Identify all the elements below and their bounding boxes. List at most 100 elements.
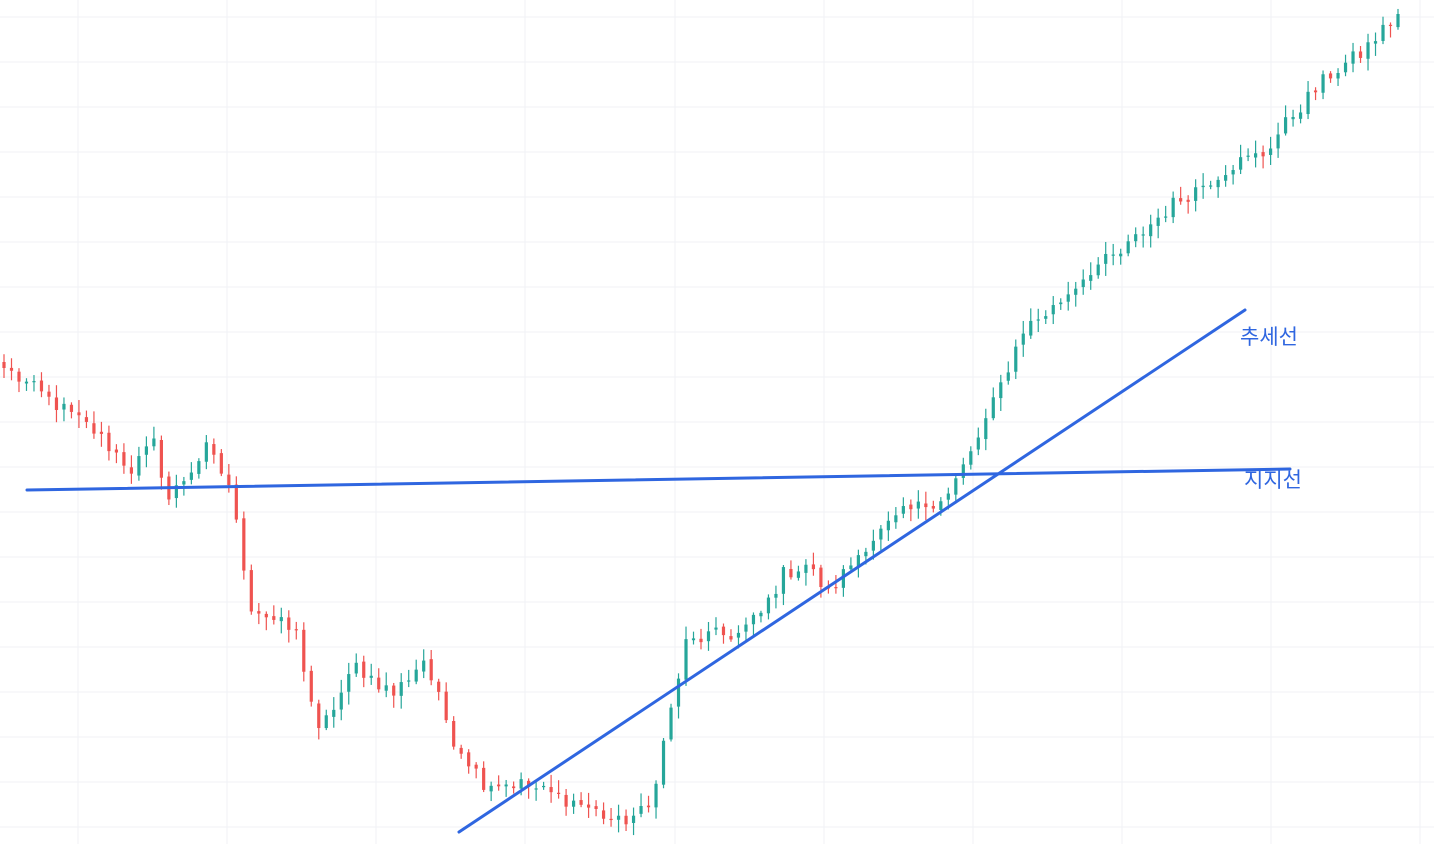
candle [1201, 173, 1205, 199]
candle [557, 780, 561, 799]
candle-body [137, 456, 141, 476]
candle [332, 697, 336, 728]
candle-body [961, 464, 965, 478]
candle-body [939, 501, 943, 510]
candle-body [1149, 224, 1153, 237]
candle [317, 699, 321, 740]
candle-body [1104, 253, 1108, 264]
candle-body [2, 362, 6, 368]
candle-body [909, 504, 913, 510]
candle-body [174, 485, 178, 499]
candle-body [901, 506, 905, 514]
candle [804, 559, 808, 586]
candle-body [819, 567, 823, 588]
candle-body [1298, 112, 1303, 119]
candle-body [609, 818, 613, 821]
candle [834, 575, 838, 594]
candle [781, 564, 786, 606]
candle [744, 617, 748, 642]
candle [279, 607, 283, 634]
candle-body [294, 629, 298, 631]
candle-body [1209, 185, 1213, 187]
candle [586, 792, 591, 818]
candle-body [204, 442, 208, 462]
candle [1216, 176, 1220, 198]
candle [759, 610, 763, 623]
candle [212, 438, 216, 464]
candle [1328, 71, 1333, 83]
candle [17, 368, 21, 393]
candle-body [429, 659, 433, 681]
candle-body [1246, 155, 1250, 157]
candle-body [751, 614, 756, 625]
candle-body [1313, 90, 1318, 93]
candle [1059, 298, 1063, 310]
annotations: 추세선 지지선 [25, 308, 1302, 834]
candle-body [871, 540, 875, 551]
candle [1186, 195, 1190, 214]
candle [392, 682, 396, 708]
candle [257, 603, 261, 625]
candle [377, 668, 381, 693]
candle-body [804, 564, 808, 573]
candle [1254, 140, 1258, 168]
candle [721, 623, 726, 644]
candle-body [1014, 346, 1018, 372]
candle [811, 552, 816, 576]
trend-line[interactable] [457, 308, 1247, 834]
candle-body [729, 636, 733, 640]
candle-body [407, 680, 411, 682]
candle-body [1156, 217, 1160, 226]
candle [54, 385, 59, 423]
candle-body [1134, 234, 1138, 242]
candle-body [219, 453, 223, 474]
candle-body [557, 792, 561, 794]
candle-body [714, 627, 718, 630]
candle-body [159, 440, 163, 478]
candle-body [332, 709, 336, 717]
candle-body [691, 638, 696, 641]
candle-body [444, 691, 448, 721]
candle [474, 762, 478, 779]
support-line[interactable] [25, 467, 1292, 492]
candle [234, 476, 238, 523]
candle-body [1306, 91, 1310, 115]
candle-body [519, 779, 523, 789]
candle-body [976, 437, 980, 450]
candle-body [197, 461, 201, 474]
candle [669, 703, 673, 742]
candle [32, 375, 36, 392]
candle-body [399, 682, 403, 696]
candle [159, 435, 163, 490]
candle-body [796, 571, 801, 578]
candle-body [669, 707, 673, 740]
candle-body [189, 472, 193, 480]
candle [1306, 81, 1310, 120]
candle-body [1081, 279, 1085, 288]
candle-body [302, 629, 306, 672]
candle-body [699, 638, 703, 643]
candle [437, 678, 441, 701]
candle-body [234, 484, 238, 520]
candle [699, 628, 703, 650]
candle-body [586, 804, 591, 808]
candle [1074, 281, 1078, 307]
candle-body [811, 564, 816, 570]
candle-body [1283, 117, 1288, 134]
candle [399, 673, 403, 709]
candle [39, 372, 44, 398]
candle [542, 781, 546, 790]
candle-body [684, 639, 688, 680]
candle-body [856, 555, 860, 567]
candle-body [279, 617, 283, 622]
candle-body [916, 501, 920, 509]
candle [1156, 208, 1160, 239]
candle-body [1239, 157, 1243, 170]
candle [969, 446, 973, 470]
candle-body [9, 367, 14, 371]
candle [1029, 308, 1033, 339]
candle-body [69, 404, 74, 412]
candle-body [1336, 73, 1340, 79]
candle [264, 611, 268, 631]
